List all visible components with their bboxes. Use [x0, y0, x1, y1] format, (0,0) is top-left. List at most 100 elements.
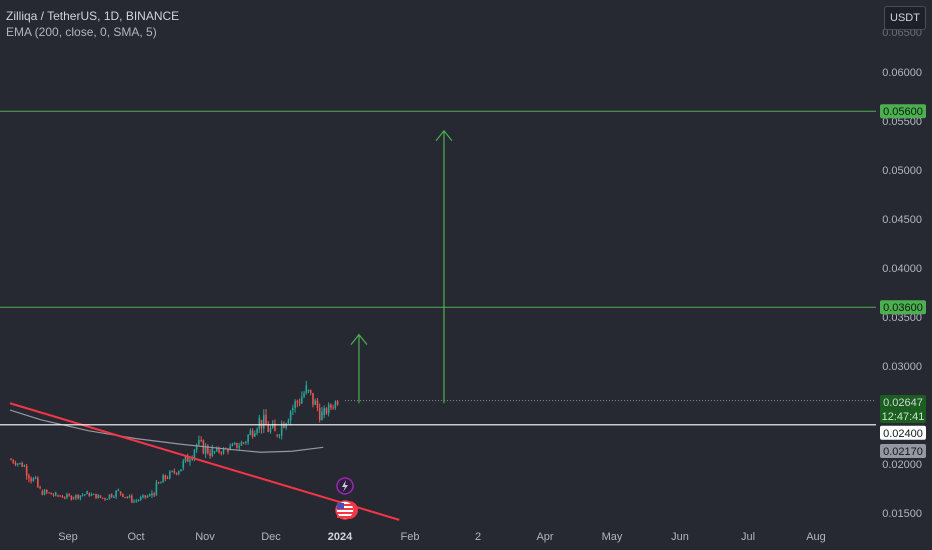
candle-body [139, 497, 142, 501]
candle-body [32, 478, 35, 481]
candle-body [72, 497, 75, 499]
candle-body [70, 495, 73, 500]
x-tick-label: Sep [58, 531, 78, 543]
us-flag-icon [335, 500, 358, 520]
candle-body [90, 494, 93, 496]
candle-body [240, 442, 243, 446]
x-tick-label: Apr [536, 531, 553, 543]
x-tick-label: 2 [475, 531, 481, 543]
candle-body [180, 469, 182, 472]
candle-body [182, 461, 185, 468]
price-badge-support-bg [880, 425, 926, 440]
candle-body [45, 490, 48, 493]
arrow-head [435, 129, 453, 142]
x-tick-label: Jul [741, 531, 755, 543]
candle-body [75, 494, 77, 499]
candle-body [12, 460, 15, 463]
candle-body [303, 393, 305, 397]
candle-body [211, 448, 214, 456]
y-tick-label: 0.03000 [882, 361, 922, 373]
candle-body [115, 490, 117, 497]
y-tick-label: 0.02000 [882, 459, 922, 471]
candle-body [28, 475, 30, 479]
x-tick-label: Jun [671, 531, 689, 543]
candle-body [184, 455, 187, 462]
candle-body [68, 494, 70, 496]
candle-body [63, 497, 66, 499]
indicator-legend: EMA (200, close, 0, SMA, 5) [6, 25, 157, 39]
candle-body [57, 495, 59, 497]
chart-title: Zilliqa / TetherUS, 1D, BINANCE [6, 9, 180, 23]
candle-body [37, 477, 39, 488]
candle-body [247, 435, 249, 442]
flag-stripe [337, 516, 353, 518]
candle-body [301, 396, 303, 404]
candle-body [312, 392, 314, 405]
y-tick-label: 0.04500 [882, 214, 922, 226]
candle-body [99, 495, 102, 498]
candle-body [274, 423, 276, 432]
candle-body [231, 444, 234, 447]
candle-body [14, 462, 17, 465]
candle-body [77, 494, 79, 499]
candle-body [309, 389, 312, 393]
price-badge-high-text: 0.05600 [883, 106, 923, 118]
candle-body [97, 495, 100, 499]
candle-body [169, 471, 171, 479]
candle-body [195, 444, 198, 450]
candle-body [198, 440, 200, 445]
candle-body [278, 435, 281, 437]
flag-stripe [337, 512, 353, 514]
candle-body [325, 408, 328, 414]
x-tick-label: Oct [127, 531, 144, 543]
flag-stripe [337, 508, 353, 510]
candle-body [113, 496, 115, 498]
candle-body [283, 423, 285, 428]
candle-body [260, 419, 263, 429]
candle-body [258, 417, 261, 429]
y-tick-label: 0.01500 [882, 508, 922, 520]
candle-body [289, 411, 292, 421]
candle-body [160, 482, 162, 484]
y-tick-label: 0.06500 [882, 27, 922, 39]
candle-body [220, 452, 223, 454]
candle-body [164, 475, 167, 479]
flag-stripe [337, 504, 353, 506]
candle-body [144, 495, 147, 498]
candle-body [222, 448, 225, 454]
candle-body [269, 427, 272, 432]
lightning-icon-bolt [342, 480, 348, 492]
candle-body [23, 465, 26, 467]
candle-body [216, 447, 218, 452]
candle-body [245, 441, 247, 443]
candle-body [296, 401, 299, 403]
candle-body [137, 500, 140, 502]
candle-body [101, 497, 104, 499]
candle-body [307, 389, 310, 391]
countdown-text: 12:47:41 [882, 411, 925, 423]
event-icons [335, 477, 358, 520]
candle-body [209, 453, 211, 456]
x-tick-label: 2024 [328, 531, 353, 543]
candle-body [171, 470, 173, 472]
price-badge-high-bg [880, 104, 926, 119]
price-badge-support-text: 0.02400 [883, 428, 923, 440]
candle-body [146, 495, 149, 498]
candle-body [84, 494, 86, 496]
candle-body [204, 445, 207, 454]
candle-body [327, 404, 330, 414]
target-arrow-2 [435, 129, 453, 404]
candle-body [106, 498, 108, 500]
candle-body [276, 434, 279, 436]
price-badge-mid-bg [880, 300, 926, 315]
price-badge-ema-bg [880, 444, 926, 458]
currency-button[interactable]: USDT [884, 6, 926, 30]
price-badge-mid-text: 0.03600 [883, 302, 923, 314]
candle-body [189, 459, 191, 462]
y-tick-label: 0.05500 [882, 116, 922, 128]
candle-body [265, 414, 267, 425]
y-tick-label: 0.06000 [882, 67, 922, 79]
candle-body [92, 493, 95, 495]
candle-body [126, 496, 129, 498]
